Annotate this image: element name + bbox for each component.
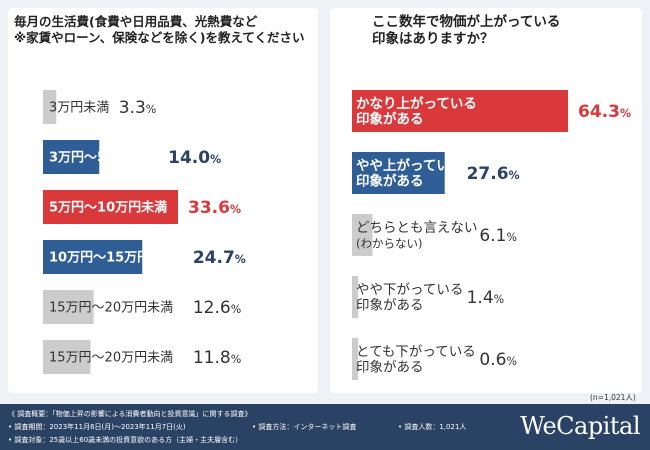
footer-survey-title: 《 調査概要：「物価上昇の影響による消費者動向と投資意識」に関する調査》 (8, 410, 252, 418)
category-label: 印象がある (356, 111, 424, 128)
value-label: 1.4% (467, 288, 505, 308)
right-title-line1: ここ数年で物価が上がっている (372, 14, 561, 30)
bar (43, 340, 91, 374)
value-label: 6.1% (479, 226, 517, 246)
value-label: 11.8% (193, 348, 241, 368)
category-label: 3万円〜5万円未満 (49, 150, 158, 166)
footer-survey-period: • 調査期間：2023年11月6日(月)〜2023年11月7日(火) (8, 423, 186, 431)
category-label: 15万円〜20万円未満 (49, 301, 173, 316)
bar (43, 240, 143, 274)
sample-size-note: (n=1,021人) (590, 393, 636, 402)
category-label: 印象がある (356, 173, 424, 190)
footer-survey-target: • 調査対象：25歳以上60歳未満の投資意欲のある方（主婦・主夫層含む） (8, 436, 243, 444)
category-label: やや上がっている (356, 157, 463, 174)
left-title-line1: 毎月の生活費(食費や日用品費、光熱費など (14, 14, 258, 29)
footer-survey-count: • 調査人数：1,021人 (398, 423, 467, 431)
right-panel-title: ここ数年で物価が上がっている 印象はありますか？ (372, 14, 560, 48)
category-label: 15万円〜20万円未満 (49, 351, 173, 366)
bar (352, 276, 358, 318)
value-label: 3.3% (119, 98, 157, 118)
value-label: 24.7% (193, 248, 246, 268)
bar (352, 90, 568, 132)
category-label: 10万円〜15万円未満 (49, 250, 176, 266)
category-label: 5万円〜10万円未満 (49, 200, 167, 216)
left-title-line2: ※家賃やローン、保険などを除く)を教えてください (14, 29, 305, 45)
value-label: 33.6% (188, 198, 241, 218)
value-label: 12.6% (193, 298, 241, 318)
bar (43, 140, 100, 174)
footer: 《 調査概要：「物価上昇の影響による消費者動向と投資意識」に関する調査》 • 調… (0, 404, 650, 450)
bar (43, 190, 178, 224)
bar (43, 290, 94, 324)
category-label: 3万円未満 (49, 101, 109, 116)
bar (352, 338, 358, 380)
footer-survey-method: • 調査方法：インターネット調査 (252, 423, 357, 431)
value-label: 64.3% (578, 102, 631, 122)
category-label: やや下がっている (356, 282, 463, 298)
living-cost-chart: 3万円未満 3.3% 3万円〜5万円未満 14.0% 5万円〜10万円未満 33.6% 10… (43, 90, 246, 374)
bar (43, 90, 57, 124)
value-label: 14.0% (168, 148, 221, 168)
category-label: 印象がある (356, 298, 424, 314)
category-label: 印象がある (356, 360, 424, 376)
category-label: かなり上がっている (356, 95, 477, 112)
bar (352, 152, 445, 194)
left-panel-title: 毎月の生活費(食費や日用品費、光熱費など ※家賃やローン、保険などを除く)を教え… (14, 14, 305, 45)
brand-logo: WeCapital (520, 412, 640, 440)
bar (352, 214, 373, 256)
right-panel (330, 8, 642, 393)
value-label: 0.6% (479, 350, 517, 370)
right-title-line2: 印象はありますか？ (372, 30, 494, 47)
category-label: どちらとも言えない (356, 220, 478, 236)
category-label: とても下がっている (356, 344, 476, 360)
category-label: (わからない) (356, 237, 422, 251)
value-label: 27.6% (467, 164, 520, 184)
